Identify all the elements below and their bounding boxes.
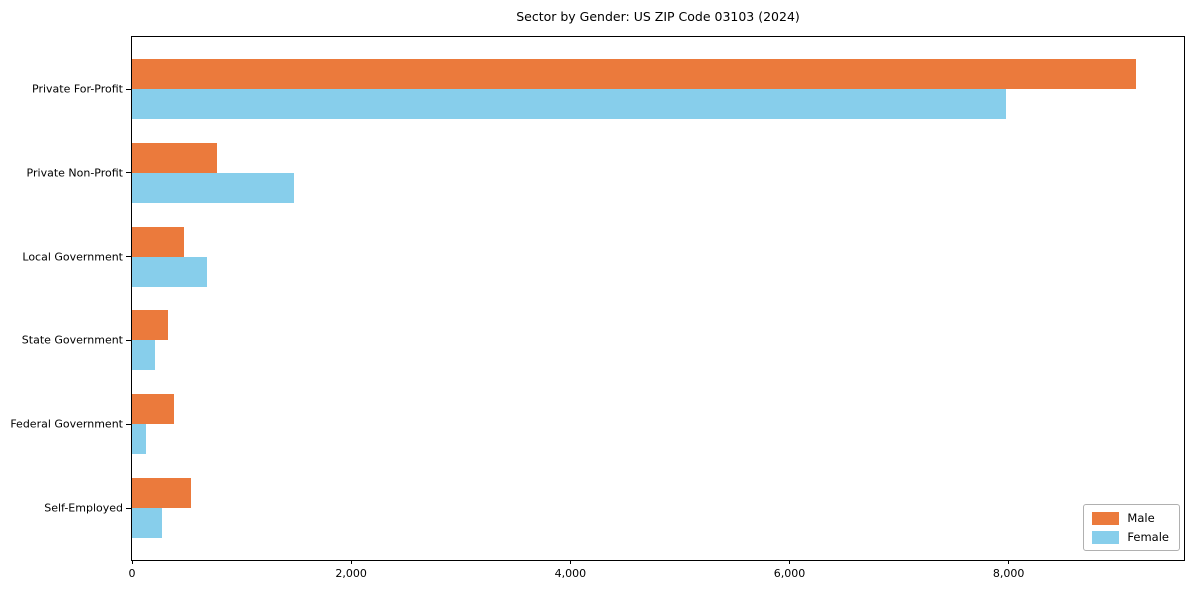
y-tick-mark bbox=[126, 88, 131, 90]
x-tick-mark bbox=[132, 560, 133, 564]
y-tick-mark bbox=[126, 423, 131, 425]
bar-female-5 bbox=[132, 508, 162, 538]
y-tick-label: Federal Government bbox=[10, 417, 123, 431]
y-tick-label: Self-Employed bbox=[44, 501, 123, 515]
bar-female-0 bbox=[132, 89, 1007, 119]
y-tick-label: Private For-Profit bbox=[32, 82, 123, 96]
bar-female-2 bbox=[132, 256, 207, 287]
y-tick-mark bbox=[126, 256, 131, 258]
bar-male-5 bbox=[132, 478, 192, 508]
bar-male-1 bbox=[132, 142, 218, 173]
chart-title: Sector by Gender: US ZIP Code 03103 (202… bbox=[516, 9, 800, 24]
x-tick-label: 8,000 bbox=[992, 567, 1025, 580]
plot-area: Male Female Private For-Profit Private No… bbox=[10, 36, 1185, 580]
legend-label-male: Male bbox=[1127, 511, 1155, 525]
legend: Male Female bbox=[1083, 504, 1180, 551]
bar-female-4 bbox=[132, 424, 147, 455]
y-tick-label: Private Non-Profit bbox=[26, 166, 123, 180]
bar-male-3 bbox=[132, 310, 169, 341]
y-tick-label: Local Government bbox=[22, 250, 123, 264]
male-swatch-icon bbox=[1092, 511, 1120, 525]
legend-item-male: Male bbox=[1092, 511, 1169, 525]
bar-male-0 bbox=[132, 59, 1136, 89]
x-tick-label: 0 bbox=[128, 567, 136, 580]
x-tick-mark bbox=[789, 560, 790, 564]
y-tick-mark bbox=[126, 172, 131, 174]
legend-label-female: Female bbox=[1127, 530, 1169, 544]
legend-item-female: Female bbox=[1092, 530, 1169, 544]
x-tick-label: 4,000 bbox=[554, 567, 587, 580]
x-tick-mark bbox=[569, 560, 571, 564]
female-swatch-icon bbox=[1092, 530, 1120, 544]
x-tick-mark bbox=[1008, 560, 1010, 564]
bar-female-3 bbox=[132, 340, 155, 371]
y-tick-mark bbox=[126, 507, 131, 509]
bar-male-4 bbox=[132, 394, 174, 425]
x-tick-label: 6,000 bbox=[773, 567, 806, 580]
y-tick-mark bbox=[126, 339, 131, 341]
bar-male-2 bbox=[132, 226, 184, 257]
bar-female-1 bbox=[132, 172, 295, 203]
x-tick-label: 2,000 bbox=[335, 567, 367, 580]
y-tick-label: State Government bbox=[21, 333, 123, 347]
x-tick-mark bbox=[350, 560, 352, 564]
